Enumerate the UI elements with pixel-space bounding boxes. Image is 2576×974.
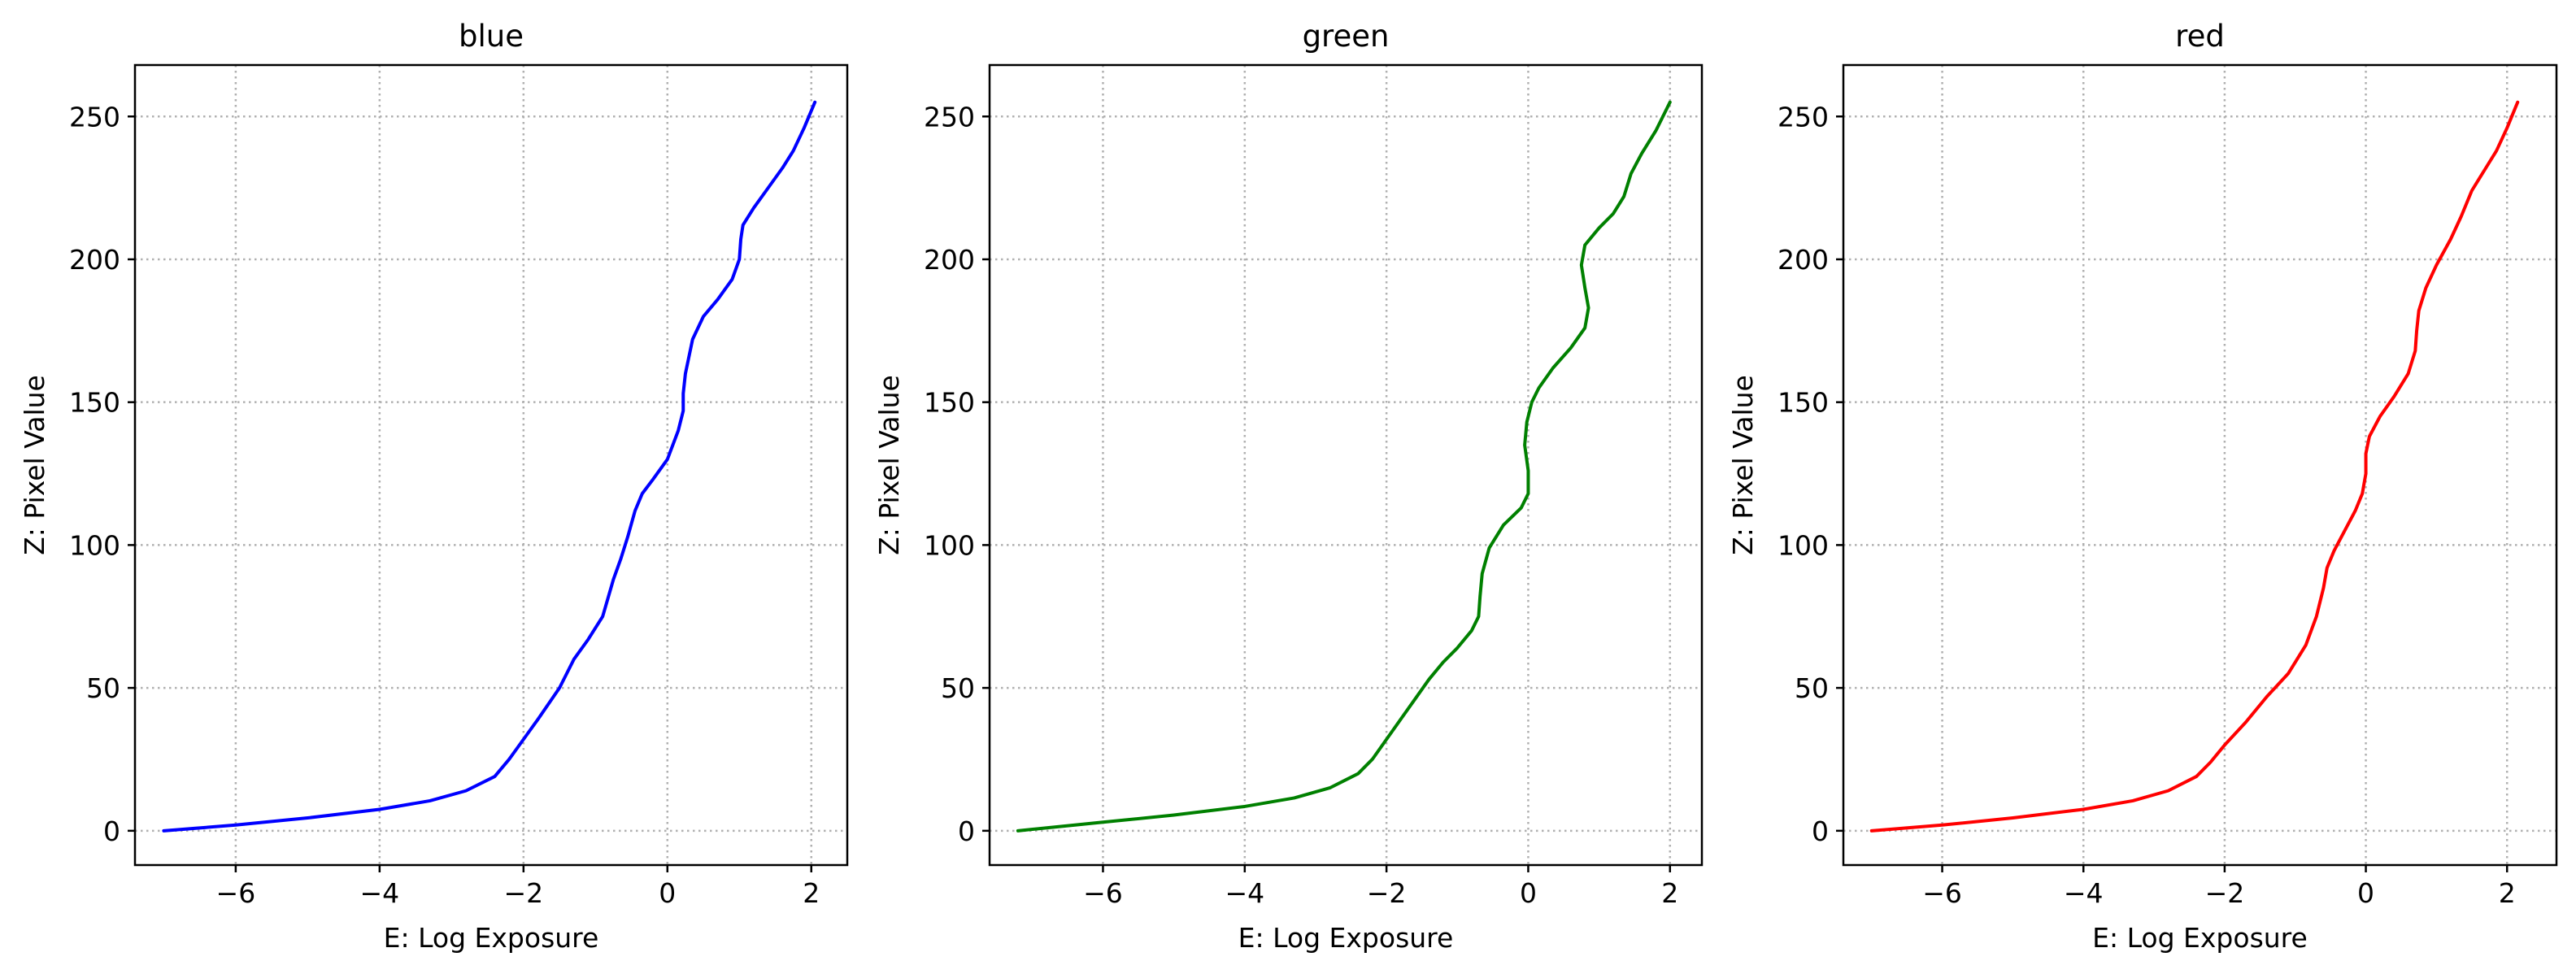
panel-title: blue	[459, 19, 524, 54]
response-curve-green	[1016, 100, 1672, 833]
axes-frame	[133, 63, 849, 867]
response-curve-blue	[162, 100, 817, 833]
panel-green: −6 −4 −2 0 2 0 50 100 150 200 250 green E: Log Expos…	[873, 19, 1704, 954]
x-tick-label: 2	[803, 877, 820, 909]
panel-blue: −6 −4 −2 0 2 0 50 100 150 200 250 blue E: Log Exposu…	[19, 19, 849, 954]
y-tick-label: 250	[924, 101, 975, 133]
y-tick-label: 50	[1795, 672, 1829, 704]
y-tick-label: 100	[1778, 529, 1829, 561]
y-tick-label: 150	[1778, 387, 1829, 419]
x-tick-label: −2	[2205, 877, 2245, 909]
x-tick-label: 2	[2499, 877, 2516, 909]
x-axis-label: E: Log Exposure	[384, 922, 599, 954]
y-tick-label: 200	[69, 244, 120, 276]
axes-frame	[988, 63, 1704, 867]
x-axis-label: E: Log Exposure	[2092, 922, 2308, 954]
y-tick-label: 250	[69, 101, 120, 133]
y-tick-label: 50	[86, 672, 120, 704]
x-tick-label: 2	[1661, 877, 1678, 909]
y-tick-label: 100	[924, 529, 975, 561]
y-tick-label: 200	[1778, 244, 1829, 276]
y-axis-label: Z: Pixel Value	[873, 375, 905, 555]
y-tick-label: 50	[941, 672, 975, 704]
response-curve-red	[1869, 100, 2520, 833]
x-tick-label: −4	[1225, 877, 1264, 909]
x-tick-label: −4	[360, 877, 400, 909]
x-tick-label: −6	[216, 877, 256, 909]
y-tick-label: 150	[924, 387, 975, 419]
y-tick-label: 150	[69, 387, 120, 419]
x-tick-label: −6	[1083, 877, 1123, 909]
x-tick-label: −2	[503, 877, 543, 909]
y-tick-label: 0	[103, 815, 120, 847]
x-tick-label: 0	[2357, 877, 2374, 909]
panel-red: −6 −4 −2 0 2 0 50 100 150 200 250 red E: Log Exposur…	[1727, 19, 2558, 954]
axes-frame	[1842, 63, 2558, 867]
y-tick-label: 0	[958, 815, 975, 847]
y-axis-label: Z: Pixel Value	[1727, 375, 1759, 555]
y-axis-label: Z: Pixel Value	[19, 375, 50, 555]
x-tick-label: 0	[659, 877, 676, 909]
x-tick-label: −2	[1367, 877, 1407, 909]
panel-title: red	[2175, 19, 2225, 54]
y-tick-label: 200	[924, 244, 975, 276]
x-tick-label: 0	[1520, 877, 1537, 909]
x-axis-label: E: Log Exposure	[1238, 922, 1454, 954]
x-tick-label: −6	[1922, 877, 1962, 909]
y-tick-label: 100	[69, 529, 120, 561]
panel-title: green	[1303, 19, 1390, 54]
x-tick-label: −4	[2064, 877, 2104, 909]
y-tick-label: 0	[1812, 815, 1829, 847]
y-tick-label: 250	[1778, 101, 1829, 133]
